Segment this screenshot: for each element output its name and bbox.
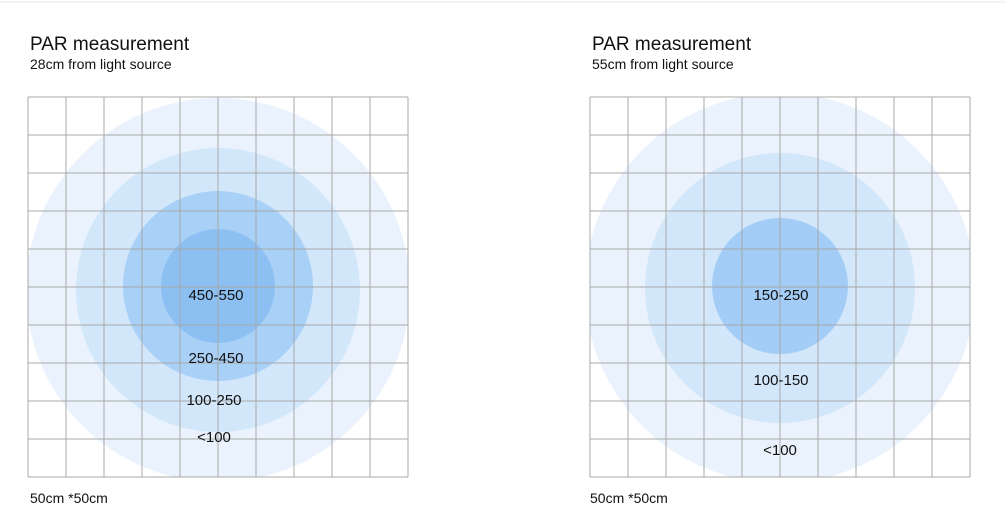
zone-label: 450-550 — [188, 287, 243, 304]
footer: 50cm *50cm — [30, 490, 108, 506]
zone-label: <100 — [197, 429, 231, 446]
grids — [27, 96, 971, 478]
footer: 50cm *50cm — [590, 490, 668, 506]
subtitle: 28cm from light source — [30, 56, 172, 72]
title: PAR measurement — [592, 34, 752, 55]
zone-label: 100-250 — [186, 392, 241, 409]
zone-label: <100 — [763, 442, 797, 459]
subtitle: 55cm from light source — [592, 56, 734, 72]
zone-label: 250-450 — [188, 350, 243, 367]
zone-label: 100-150 — [753, 372, 808, 389]
zone-label: 150-250 — [753, 287, 808, 304]
title: PAR measurement — [30, 34, 190, 55]
